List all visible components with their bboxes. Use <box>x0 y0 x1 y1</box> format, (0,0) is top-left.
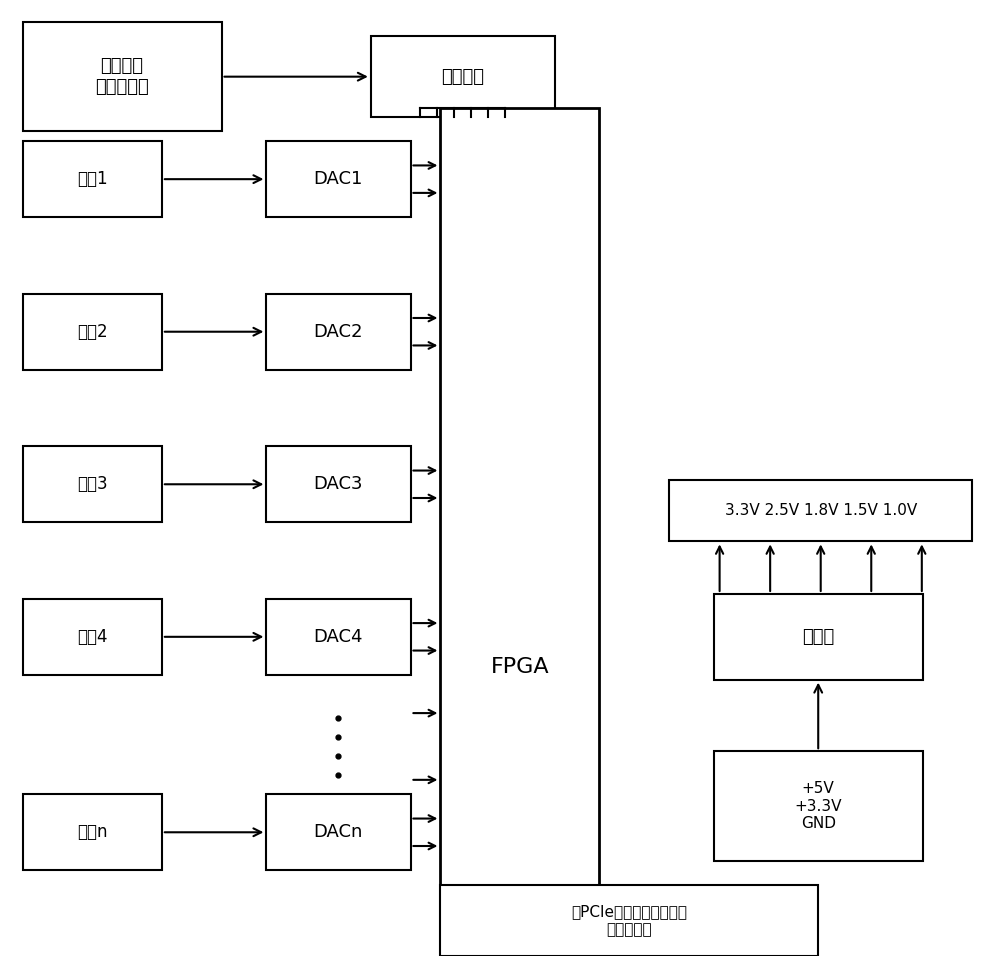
Bar <box>371 36 555 117</box>
Bar <box>266 598 411 675</box>
Text: DAC1: DAC1 <box>314 170 363 188</box>
Text: 外部时钟
（频率源）: 外部时钟 （频率源） <box>95 58 149 96</box>
Bar <box>23 794 162 871</box>
Text: 电源组: 电源组 <box>802 628 834 645</box>
Text: 通道n: 通道n <box>77 823 108 841</box>
Text: 通道1: 通道1 <box>77 170 108 188</box>
Bar <box>440 885 818 956</box>
Bar <box>23 22 222 131</box>
Text: DAC3: DAC3 <box>314 476 363 493</box>
Bar <box>266 446 411 523</box>
Bar <box>714 594 923 680</box>
Bar <box>266 794 411 871</box>
Bar <box>714 751 923 861</box>
Bar <box>23 446 162 523</box>
Bar <box>440 107 599 885</box>
Text: DACn: DACn <box>314 823 363 841</box>
Bar <box>23 598 162 675</box>
Text: 通道4: 通道4 <box>77 628 108 645</box>
Text: 通道3: 通道3 <box>77 476 108 493</box>
Text: 3.3V 2.5V 1.8V 1.5V 1.0V: 3.3V 2.5V 1.8V 1.5V 1.0V <box>725 503 917 518</box>
Text: 通道2: 通道2 <box>77 323 108 340</box>
Bar <box>23 293 162 370</box>
Text: DAC4: DAC4 <box>314 628 363 645</box>
Text: +5V
+3.3V
GND: +5V +3.3V GND <box>794 782 842 830</box>
Text: DAC2: DAC2 <box>314 323 363 340</box>
Text: 经PCIe背板至刀片计算机
上位机软件: 经PCIe背板至刀片计算机 上位机软件 <box>571 904 687 937</box>
Bar <box>669 480 972 542</box>
Bar <box>23 141 162 218</box>
Bar <box>266 293 411 370</box>
Text: 时钟管理: 时钟管理 <box>441 68 484 85</box>
Bar <box>266 141 411 218</box>
Text: FPGA: FPGA <box>491 657 549 677</box>
